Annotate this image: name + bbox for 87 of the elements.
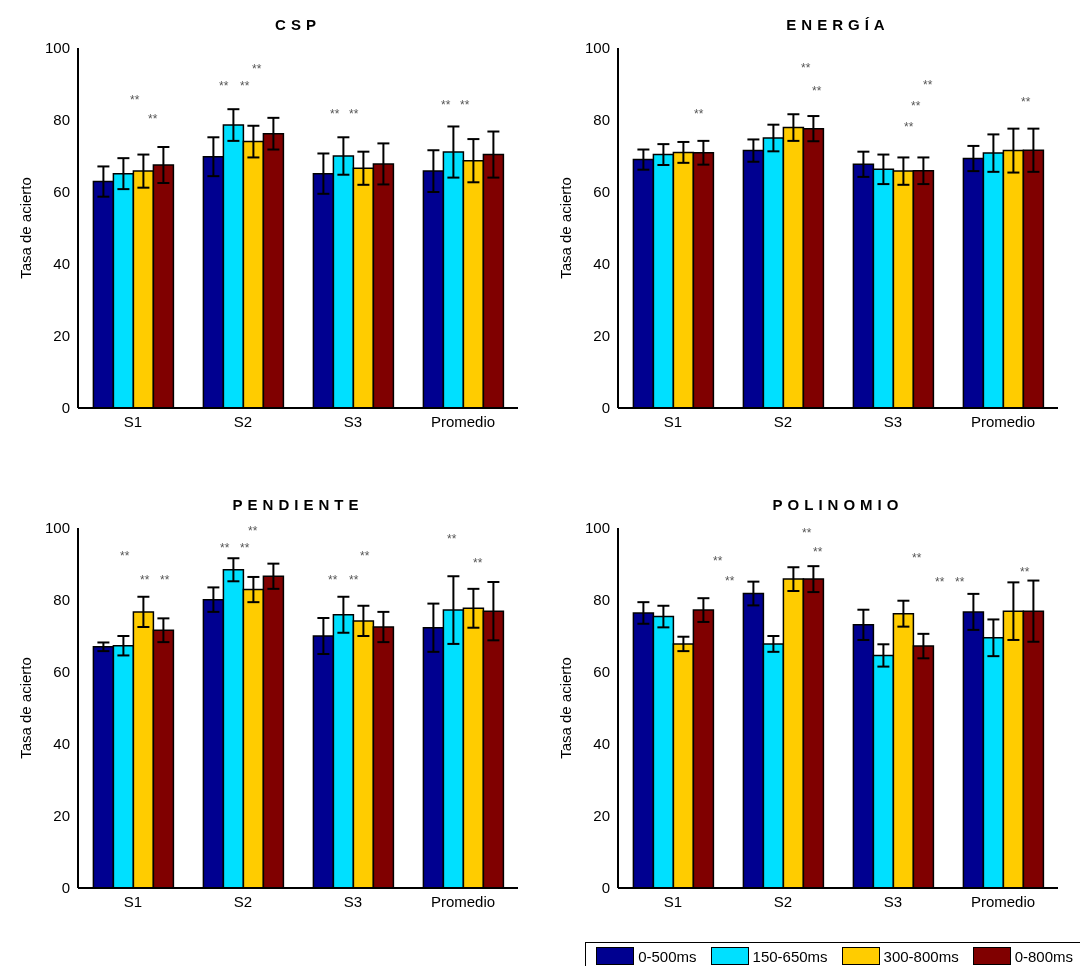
- y-tick-label: 100: [584, 39, 610, 57]
- legend-label: 150-650ms: [752, 947, 828, 965]
- annotation: **: [220, 541, 230, 555]
- y-tick-label: 20: [593, 327, 610, 345]
- legend-label: 0-800ms: [1014, 947, 1073, 965]
- x-tick-label: S3: [883, 892, 903, 910]
- y-tick-label: 20: [53, 327, 70, 345]
- y-axis-title: Tasa de acierto: [17, 657, 35, 759]
- annotation: **: [328, 573, 338, 587]
- annotation: **: [1021, 95, 1031, 109]
- chart-title: POLINOMIO: [771, 496, 905, 513]
- annotation: **: [140, 573, 150, 587]
- y-tick-label: 60: [53, 183, 70, 201]
- annotation: **: [447, 532, 457, 546]
- y-tick-label: 60: [53, 663, 70, 681]
- chart-title: ENERGÍA: [785, 16, 891, 33]
- annotation: **: [460, 98, 470, 112]
- x-tick-label: S2: [773, 892, 793, 910]
- x-tick-label: S3: [343, 412, 363, 430]
- legend-label: 300-800ms: [883, 947, 959, 965]
- y-tick-label: 100: [44, 519, 70, 537]
- x-tick-label: S2: [233, 892, 253, 910]
- y-tick-label: 0: [601, 879, 610, 897]
- x-tick-label: Promedio: [970, 412, 1036, 430]
- annotation: **: [240, 79, 250, 93]
- annotation: **: [349, 573, 359, 587]
- y-tick-label: 20: [53, 807, 70, 825]
- y-tick-label: 0: [601, 399, 610, 417]
- annotation: **: [912, 551, 922, 565]
- annotation: **: [812, 84, 822, 98]
- annotation: **: [802, 526, 812, 540]
- y-tick-label: 20: [593, 807, 610, 825]
- annotation: **: [1020, 565, 1030, 579]
- x-tick-label: S1: [123, 892, 143, 910]
- annotation: **: [904, 120, 914, 134]
- annotation: **: [349, 107, 359, 121]
- x-tick-label: S3: [883, 412, 903, 430]
- y-axis-title: Tasa de acierto: [17, 177, 35, 279]
- annotation: **: [160, 573, 170, 587]
- legend-label: 0-500ms: [638, 947, 697, 965]
- y-tick-label: 40: [593, 735, 610, 753]
- annotation: **: [813, 545, 823, 559]
- annotation: **: [441, 98, 451, 112]
- y-tick-label: 80: [593, 111, 610, 129]
- x-tick-label: S1: [663, 412, 683, 430]
- annotation: **: [248, 524, 258, 538]
- annotation: **: [923, 78, 933, 92]
- annotation: **: [911, 99, 921, 113]
- annotation: **: [252, 62, 262, 76]
- y-tick-label: 80: [53, 111, 70, 129]
- x-tick-label: S2: [773, 412, 793, 430]
- annotation: **: [725, 574, 735, 588]
- y-tick-label: 80: [53, 591, 70, 609]
- annotation: **: [330, 107, 340, 121]
- annotation: **: [120, 549, 130, 563]
- x-tick-label: Promedio: [430, 412, 496, 430]
- y-tick-label: 40: [593, 255, 610, 273]
- x-tick-label: Promedio: [970, 892, 1036, 910]
- x-tick-label: Promedio: [430, 892, 496, 910]
- x-tick-label: S1: [663, 892, 683, 910]
- x-tick-label: S1: [123, 412, 143, 430]
- chart-title: CSP: [274, 16, 322, 33]
- y-axis-title: Tasa de acierto: [557, 657, 575, 759]
- y-tick-label: 60: [593, 663, 610, 681]
- annotation: **: [130, 93, 140, 107]
- annotation: **: [240, 541, 250, 555]
- annotation: **: [148, 112, 158, 126]
- y-axis-title: Tasa de acierto: [557, 177, 575, 279]
- annotation: **: [713, 554, 723, 568]
- annotation: **: [219, 79, 229, 93]
- y-tick-label: 0: [61, 879, 70, 897]
- y-tick-label: 60: [593, 183, 610, 201]
- x-tick-label: S3: [343, 892, 363, 910]
- annotation: **: [801, 61, 811, 75]
- y-tick-label: 100: [584, 519, 610, 537]
- chart-title: PENDIENTE: [231, 496, 365, 513]
- y-tick-label: 40: [53, 735, 70, 753]
- annotation: **: [360, 549, 370, 563]
- annotation: **: [694, 107, 704, 121]
- annotation: **: [935, 575, 945, 589]
- y-tick-label: 0: [61, 399, 70, 417]
- annotation: **: [473, 556, 483, 570]
- y-tick-label: 80: [593, 591, 610, 609]
- y-tick-label: 100: [44, 39, 70, 57]
- x-tick-label: S2: [233, 412, 253, 430]
- y-tick-label: 40: [53, 255, 70, 273]
- annotation: **: [955, 575, 965, 589]
